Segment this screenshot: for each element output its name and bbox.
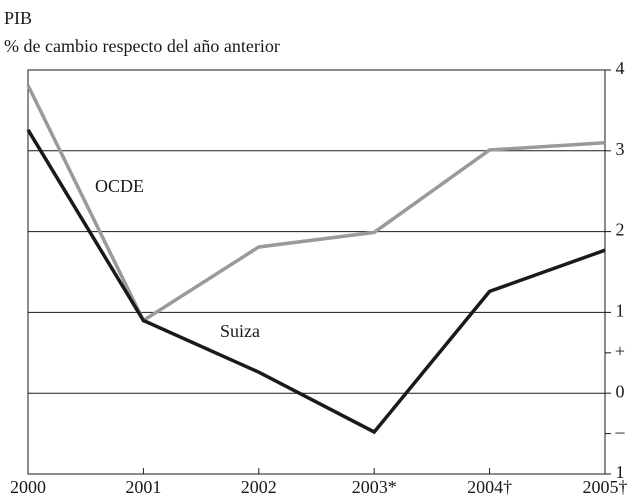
y-tick-label: 1 — [616, 301, 625, 321]
chart-title: PIB — [4, 8, 32, 28]
y-tick-label: 1 — [616, 462, 625, 482]
y-tick-label: 0 — [616, 381, 625, 401]
series-line — [26, 84, 606, 324]
x-tick-label: 2002 — [241, 477, 277, 497]
y-tick-label: 3 — [616, 139, 625, 159]
y-tick-label: 4 — [616, 58, 625, 78]
x-tick-label: 2001 — [125, 477, 161, 497]
chart-subtitle: % de cambio respecto del año anterior — [4, 36, 280, 56]
y-tick-label: – — [615, 422, 626, 442]
series-line — [26, 128, 606, 435]
y-tick-label: 2 — [616, 220, 625, 240]
y-tick-label: + — [615, 341, 625, 361]
series-label: OCDE — [95, 176, 144, 196]
x-tick-label: 2003* — [352, 477, 397, 497]
series-label: Suiza — [220, 321, 260, 341]
x-tick-label: 2005† — [583, 477, 628, 497]
x-tick-label: 2000 — [10, 477, 46, 497]
x-tick-label: 2004† — [467, 477, 512, 497]
